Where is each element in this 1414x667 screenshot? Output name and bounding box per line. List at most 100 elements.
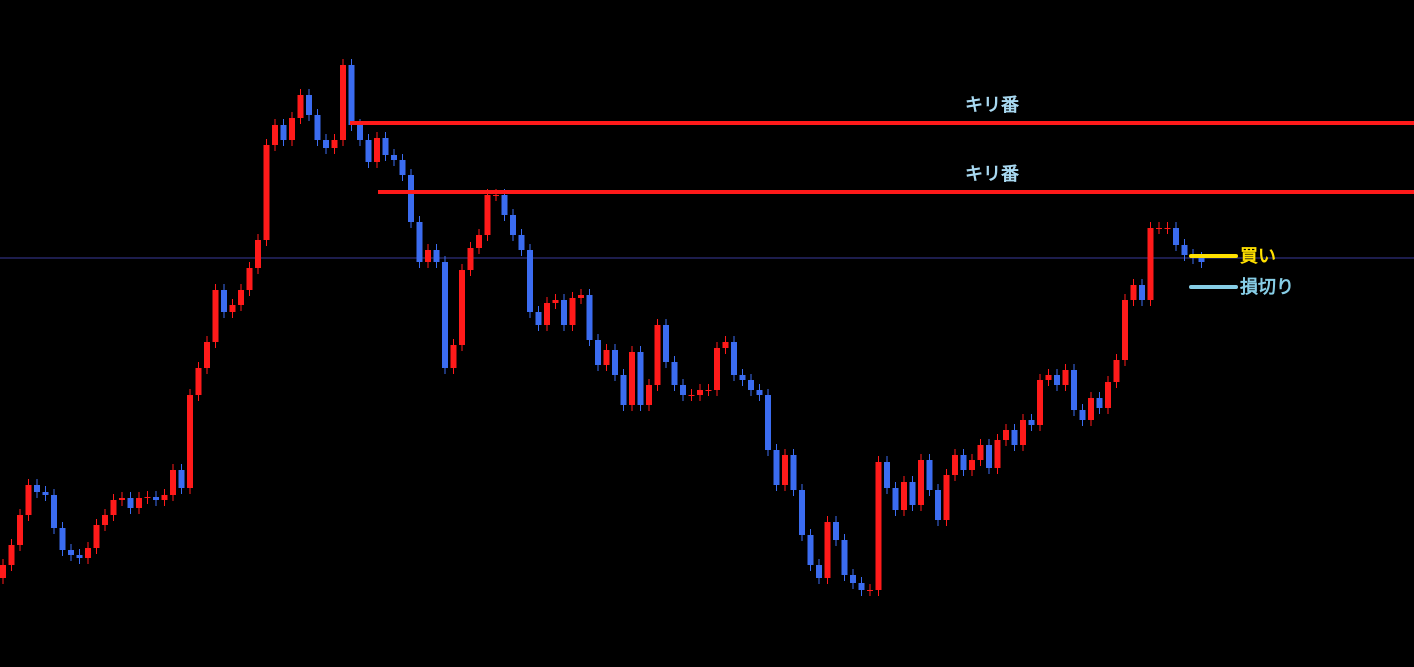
candle-body	[756, 390, 763, 395]
candle-body	[127, 498, 134, 508]
candle-body	[255, 240, 261, 268]
candle-body	[76, 555, 83, 558]
candle-body	[977, 445, 984, 460]
candle-body	[212, 290, 219, 342]
candle-body	[1105, 382, 1111, 408]
level-label: キリ番	[965, 164, 1020, 185]
candle-body	[1028, 420, 1035, 425]
candle-body	[391, 155, 397, 160]
candle-body	[178, 470, 185, 488]
marker-label: 損切り	[1240, 276, 1294, 298]
candle-body	[195, 368, 202, 395]
candle-body	[493, 195, 499, 196]
candle-body	[552, 300, 559, 303]
candle-body	[153, 497, 159, 500]
candle-body	[629, 352, 635, 405]
candle-body	[119, 498, 125, 500]
candle-body	[331, 140, 338, 148]
candle-body	[986, 445, 992, 468]
candle-body	[476, 235, 482, 248]
candle-body	[875, 462, 882, 590]
candle-body	[272, 125, 278, 145]
candle-body	[671, 362, 678, 385]
candle-body	[229, 305, 236, 312]
candle-body	[748, 380, 754, 390]
candle-body	[561, 300, 567, 325]
candle-body	[8, 545, 15, 565]
candle-body	[59, 528, 66, 550]
candle-body	[25, 485, 32, 515]
candle-body	[943, 475, 950, 520]
candle-body	[722, 342, 729, 348]
candle-body	[501, 195, 508, 215]
candle-body	[93, 525, 100, 548]
candle-body	[17, 515, 23, 545]
candle-body	[1062, 370, 1069, 385]
candle-body	[238, 290, 244, 305]
candle-body	[1181, 245, 1188, 255]
candle-body	[85, 548, 91, 558]
candle-body	[416, 222, 423, 262]
marker-label: 買い	[1240, 246, 1276, 267]
candle-body	[246, 268, 253, 290]
candle-body	[833, 522, 839, 540]
candle-body	[289, 118, 295, 140]
candle-body	[578, 295, 584, 298]
candle-body	[306, 95, 312, 115]
candle-body	[816, 565, 822, 578]
candle-body	[952, 455, 958, 475]
candle-body	[688, 395, 695, 396]
candle-body	[620, 375, 627, 405]
candle-body	[680, 385, 686, 395]
candle-body	[1037, 380, 1043, 425]
candle-body	[136, 498, 142, 508]
candle-body	[1173, 228, 1179, 245]
candle-body	[926, 460, 933, 490]
candle-body	[374, 138, 380, 162]
candle-body	[42, 492, 49, 495]
candle-body	[1079, 410, 1086, 420]
candle-body	[204, 342, 210, 368]
candle-body	[901, 482, 907, 510]
candle-body	[144, 497, 151, 498]
candle-body	[1164, 228, 1171, 229]
candle-body	[382, 138, 389, 155]
candle-body	[1156, 228, 1162, 229]
candle-body	[850, 575, 856, 583]
candle-body	[187, 395, 193, 488]
candle-body	[161, 495, 168, 500]
candle-body	[110, 500, 117, 515]
candle-body	[790, 455, 797, 490]
candle-body	[603, 350, 610, 365]
level-label: キリ番	[965, 95, 1020, 116]
candle-body	[357, 125, 363, 140]
candle-body	[960, 455, 967, 470]
candle-body	[569, 298, 576, 325]
candle-body	[170, 470, 176, 495]
candle-body	[909, 482, 916, 505]
candle-body	[1139, 285, 1145, 300]
candle-body	[841, 540, 848, 575]
candle-body	[824, 522, 831, 578]
candle-body	[765, 395, 771, 450]
candle-body	[918, 460, 924, 505]
candle-body	[969, 460, 975, 470]
candle-body	[340, 65, 346, 140]
candle-body	[450, 345, 457, 368]
candle-body	[1045, 375, 1052, 380]
candle-body	[646, 385, 652, 405]
candle-body	[297, 95, 304, 118]
candle-body	[612, 350, 618, 375]
candle-body	[1096, 398, 1103, 408]
candle-body	[705, 390, 712, 391]
candle-body	[433, 250, 440, 262]
candle-body	[858, 583, 865, 590]
candle-body	[1122, 300, 1128, 360]
candle-body	[739, 375, 746, 380]
candle-body	[544, 303, 550, 325]
candle-body	[0, 565, 6, 578]
candle-body	[1147, 228, 1154, 300]
candle-body	[102, 515, 108, 525]
candle-body	[527, 250, 533, 312]
